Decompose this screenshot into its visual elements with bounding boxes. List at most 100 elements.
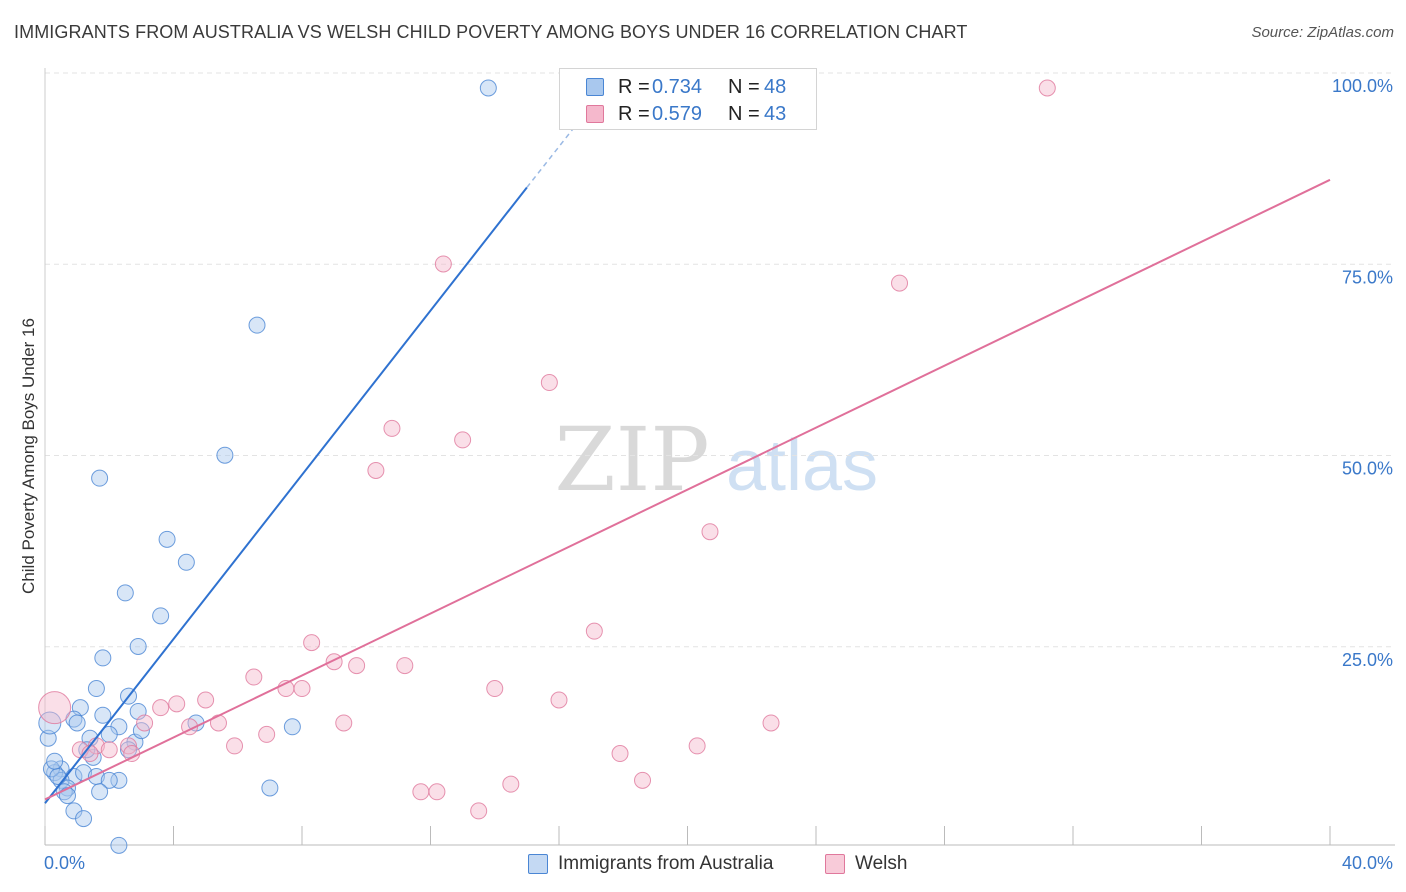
point-australia [39,729,57,747]
point-australia [216,446,234,464]
legend-row-australia: R = 0.734 N = 48 [586,75,786,99]
point-welsh [152,699,170,717]
point-welsh [303,634,321,652]
point-welsh [367,462,385,479]
point-welsh [434,255,452,273]
point-australia [49,768,67,785]
point-australia [116,584,134,602]
n-label: N = [728,102,760,125]
legend-label-australia: Immigrants from Australia [558,853,774,874]
point-australia [479,79,497,97]
watermark-atlas: atlas [726,426,878,506]
point-welsh [454,431,472,449]
point-welsh [701,523,719,541]
legend-item-australia: Immigrants from Australia [528,852,773,876]
legend-swatch-welsh [586,105,604,123]
trend-line-australia-extension [526,125,576,188]
point-welsh [335,714,353,732]
point-welsh [293,680,311,698]
point-welsh [428,783,446,801]
watermark-zip: ZIP [554,408,709,511]
legend-swatch-welsh [825,854,845,874]
data-points [38,79,1056,854]
x-tick-label: 40.0% [1342,853,1393,873]
trend-lines [44,125,1331,804]
point-welsh [258,725,276,743]
point-welsh [123,745,141,763]
point-welsh [550,691,568,709]
x-tick-label: 0.0% [44,853,85,873]
point-welsh [136,714,154,732]
legend-label-welsh: Welsh [855,853,908,874]
point-australia [94,649,112,667]
point-australia [152,607,170,625]
r-label: R = [618,75,650,98]
point-welsh [611,745,629,763]
point-australia [158,530,176,548]
point-australia [91,469,109,487]
point-australia [100,725,118,743]
correlation-legend: R = 0.734 N = 48 R = 0.579 N = 43 [559,68,817,130]
point-welsh [412,783,430,801]
point-welsh [226,737,244,755]
n-value: 43 [764,102,787,125]
point-welsh [585,622,603,640]
y-tick-label: 100.0% [1332,76,1393,96]
point-welsh [209,714,227,732]
legend-row-welsh: R = 0.579 N = 43 [586,102,786,126]
n-label: N = [728,75,760,98]
point-australia [110,836,128,854]
point-australia [261,779,279,797]
point-welsh [486,680,504,698]
point-welsh [540,374,558,392]
point-australia [75,810,93,828]
point-welsh [502,775,520,793]
point-welsh [383,419,401,437]
point-australia [248,316,266,334]
point-welsh [891,274,909,292]
y-tick-label: 25.0% [1342,650,1393,670]
point-welsh [688,737,706,755]
point-australia [87,680,105,698]
chart-title: IMMIGRANTS FROM AUSTRALIA VS WELSH CHILD… [14,22,968,42]
legend-item-welsh: Welsh [825,852,907,876]
point-australia [129,637,147,655]
axes [44,68,1395,846]
y-axis-label: Child Poverty Among Boys Under 16 [19,318,38,594]
r-label: R = [618,102,650,125]
point-welsh [470,802,488,820]
point-welsh [348,657,366,675]
source-credit: Source: ZipAtlas.com [1251,24,1394,41]
point-australia [46,752,64,770]
point-welsh [762,714,780,732]
trend-line-australia [44,186,528,804]
point-welsh [197,691,215,709]
point-welsh [396,657,414,675]
gridlines [45,72,1395,648]
axis-labels: 25.0% 50.0% 75.0% 100.0% 0.0% 40.0% Child Pove… [19,76,1393,873]
point-australia [94,706,112,724]
point-australia [91,783,109,801]
y-tick-label: 50.0% [1342,459,1393,479]
point-australia [283,718,301,736]
watermark: ZIP atlas [554,408,878,511]
point-welsh [168,695,186,713]
point-australia [68,714,86,732]
y-tick-label: 75.0% [1342,267,1393,287]
legend-swatch-australia [586,78,604,96]
legend-swatch-australia [528,854,548,874]
point-welsh [1038,79,1056,97]
r-value: 0.734 [652,75,703,98]
point-australia [58,787,76,805]
point-australia [177,553,195,571]
point-welsh [38,691,72,725]
r-value: 0.579 [652,102,703,125]
point-australia [110,771,128,789]
trend-line-welsh [44,178,1331,801]
n-value: 48 [764,75,787,98]
point-welsh [100,741,118,759]
point-welsh [245,668,263,686]
point-australia [100,771,118,789]
point-welsh [634,771,652,789]
